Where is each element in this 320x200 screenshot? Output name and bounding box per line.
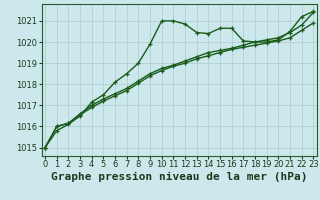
X-axis label: Graphe pression niveau de la mer (hPa): Graphe pression niveau de la mer (hPa) bbox=[51, 172, 308, 182]
